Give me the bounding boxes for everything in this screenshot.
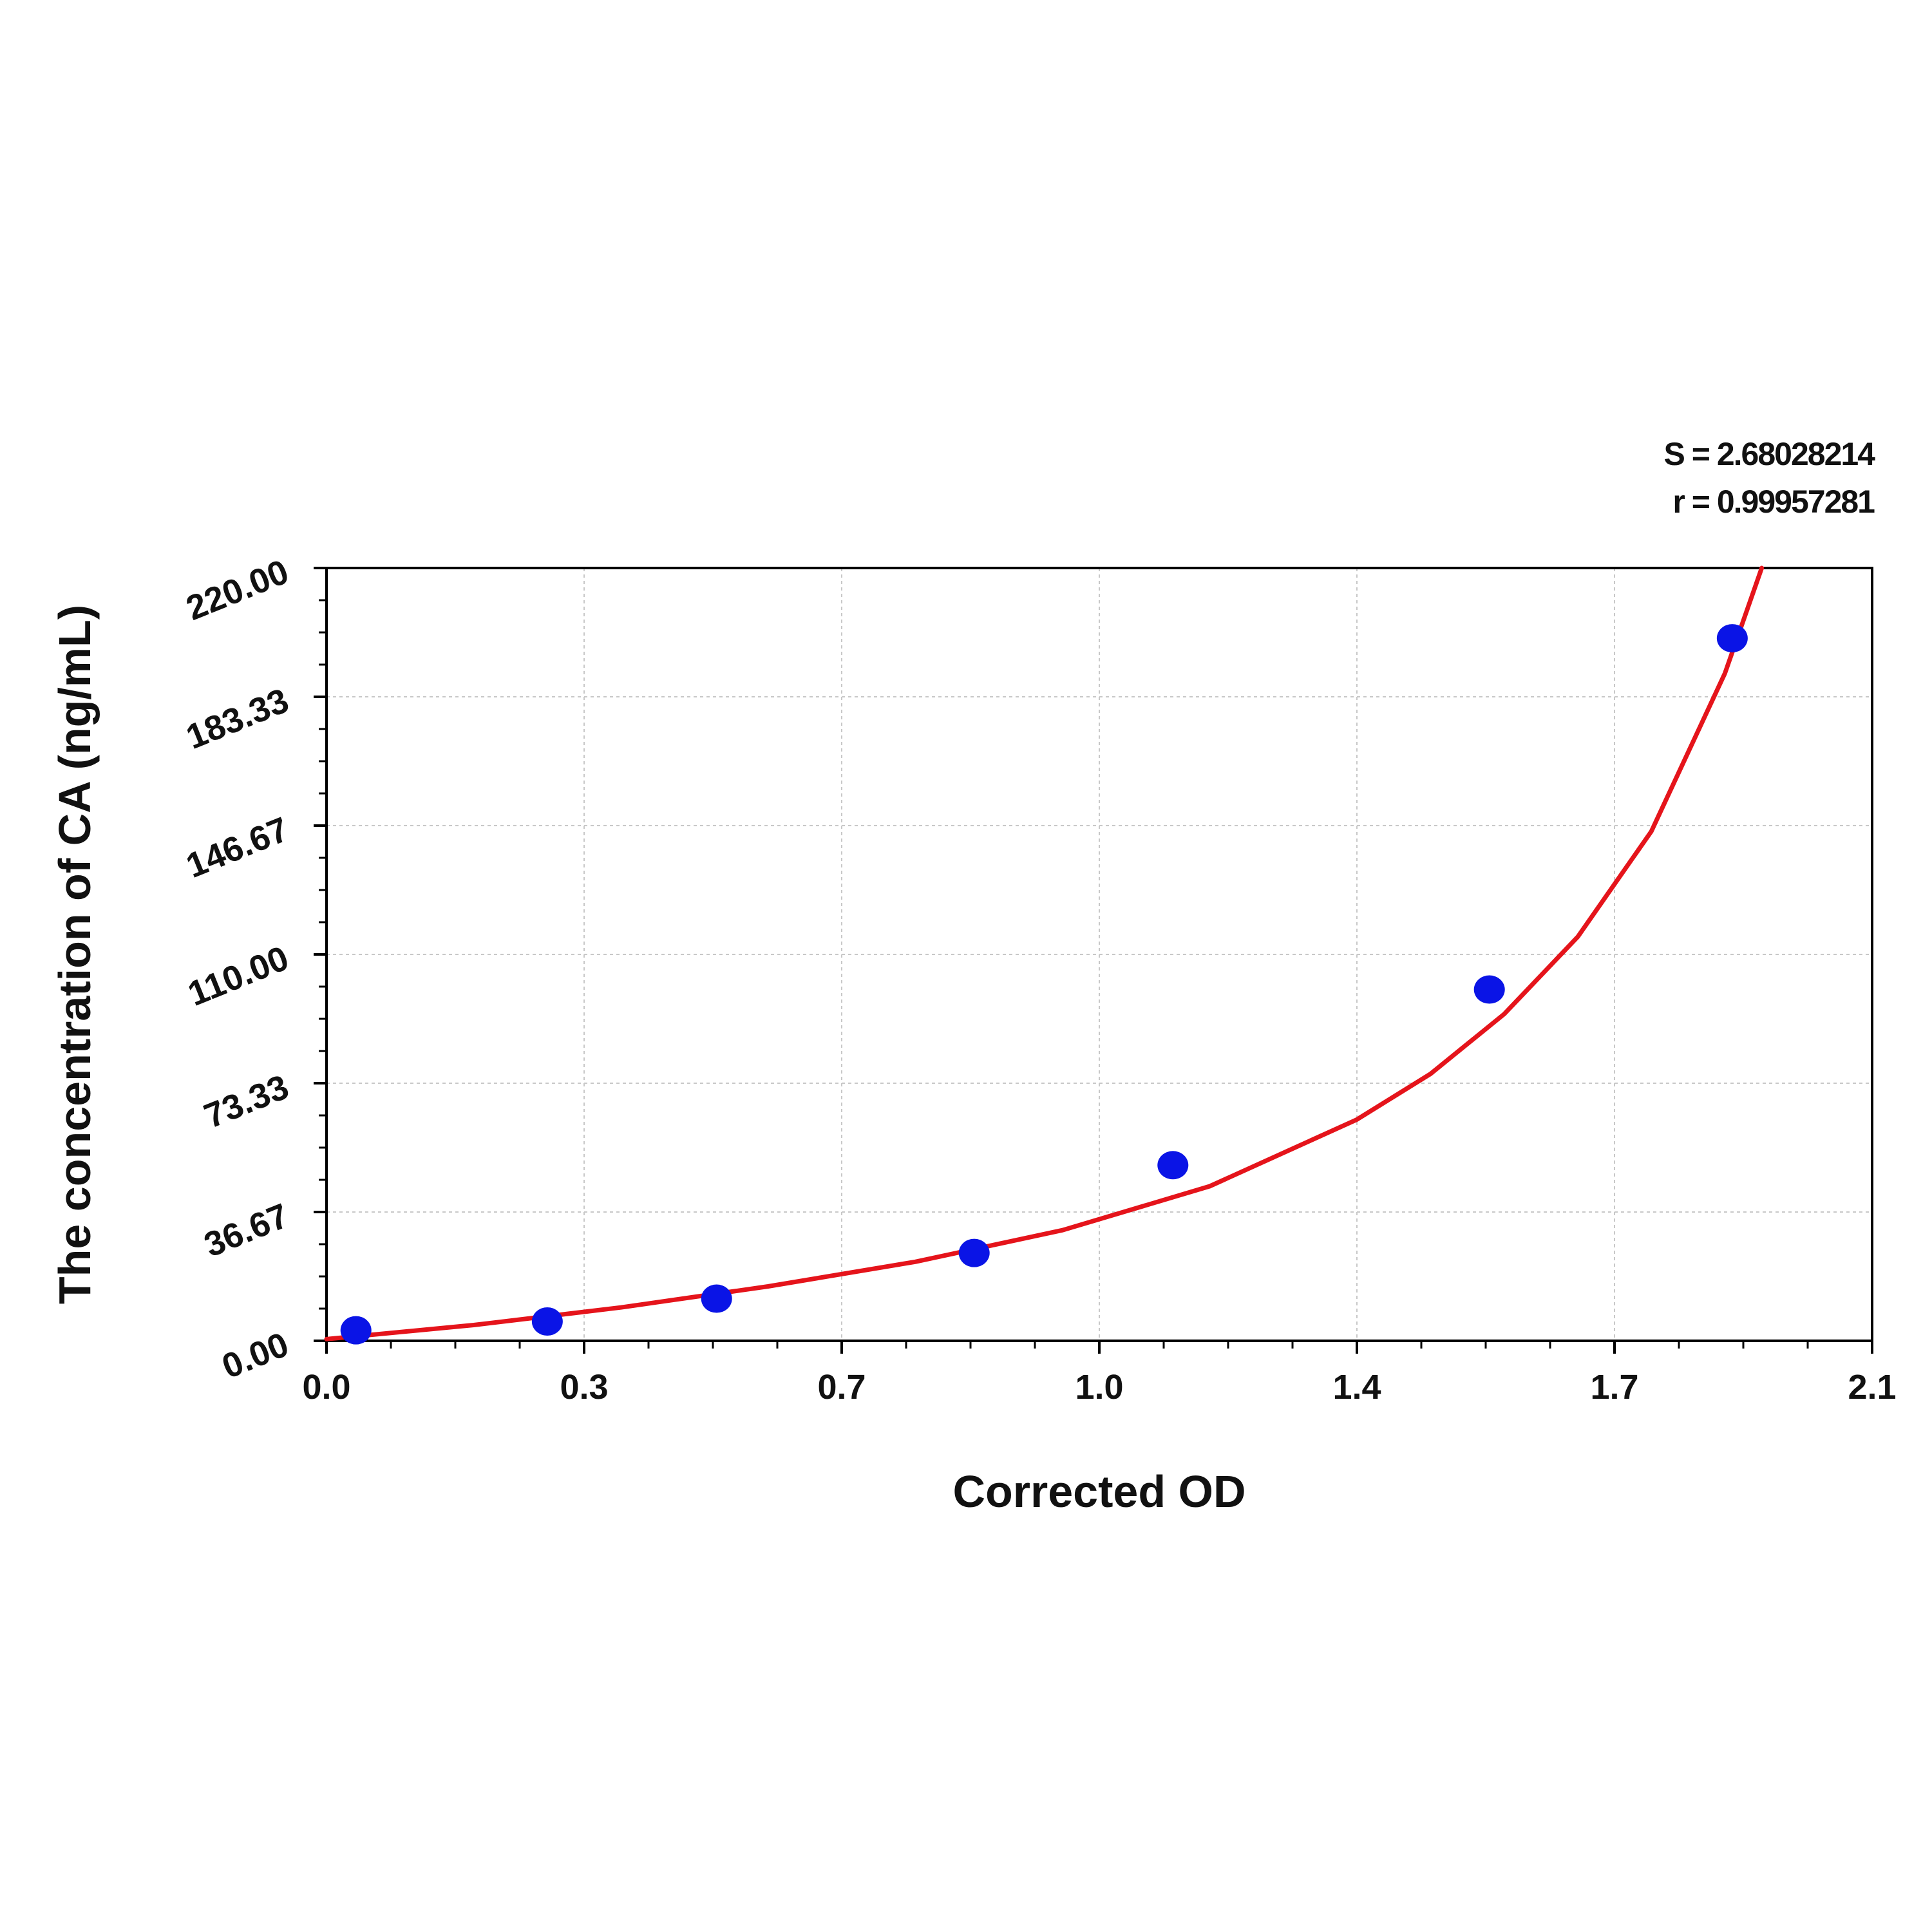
x-tick-label: 0.0: [302, 1368, 350, 1406]
y-tick-label: 146.67: [181, 810, 294, 886]
axis-ticks: [314, 567, 1873, 1354]
x-axis-title: Corrected OD: [952, 1466, 1245, 1517]
data-point: [958, 1238, 990, 1267]
x-tick-labels: 0.0 0.3 0.7 1.0 1.4 1.7 2.1: [302, 1368, 1896, 1406]
data-point: [1473, 975, 1505, 1004]
x-tick-label: 1.0: [1075, 1368, 1123, 1406]
y-tick-labels: 0.00 36.67 73.33 110.00 146.67 183.33 220.00: [181, 552, 294, 1386]
s-value-label: S = 2.68028214: [1663, 436, 1875, 472]
fit-curve: [324, 565, 1765, 1341]
data-point: [531, 1307, 563, 1336]
x-tick-label: 0.7: [817, 1368, 866, 1406]
x-tick-label: 1.7: [1590, 1368, 1638, 1406]
y-axis-title: The concentration of CA (ng/mL): [50, 605, 100, 1304]
grid: [327, 568, 1872, 1341]
data-point: [1716, 624, 1748, 653]
x-tick-label: 0.3: [560, 1368, 608, 1406]
data-point: [701, 1284, 732, 1313]
x-tick-label: 1.4: [1332, 1368, 1381, 1406]
x-tick-label: 2.1: [1848, 1368, 1896, 1406]
data-points: [340, 624, 1748, 1345]
r-value-label: r = 0.99957281: [1672, 484, 1875, 520]
y-tick-label: 220.00: [181, 552, 294, 628]
data-point: [340, 1316, 372, 1345]
y-tick-label: 110.00: [183, 938, 294, 1013]
y-tick-label: 73.33: [199, 1067, 294, 1135]
data-point: [1157, 1151, 1189, 1180]
y-tick-label: 183.33: [181, 681, 294, 757]
y-tick-label: 0.00: [217, 1325, 294, 1386]
y-tick-label: 36.67: [199, 1196, 294, 1264]
